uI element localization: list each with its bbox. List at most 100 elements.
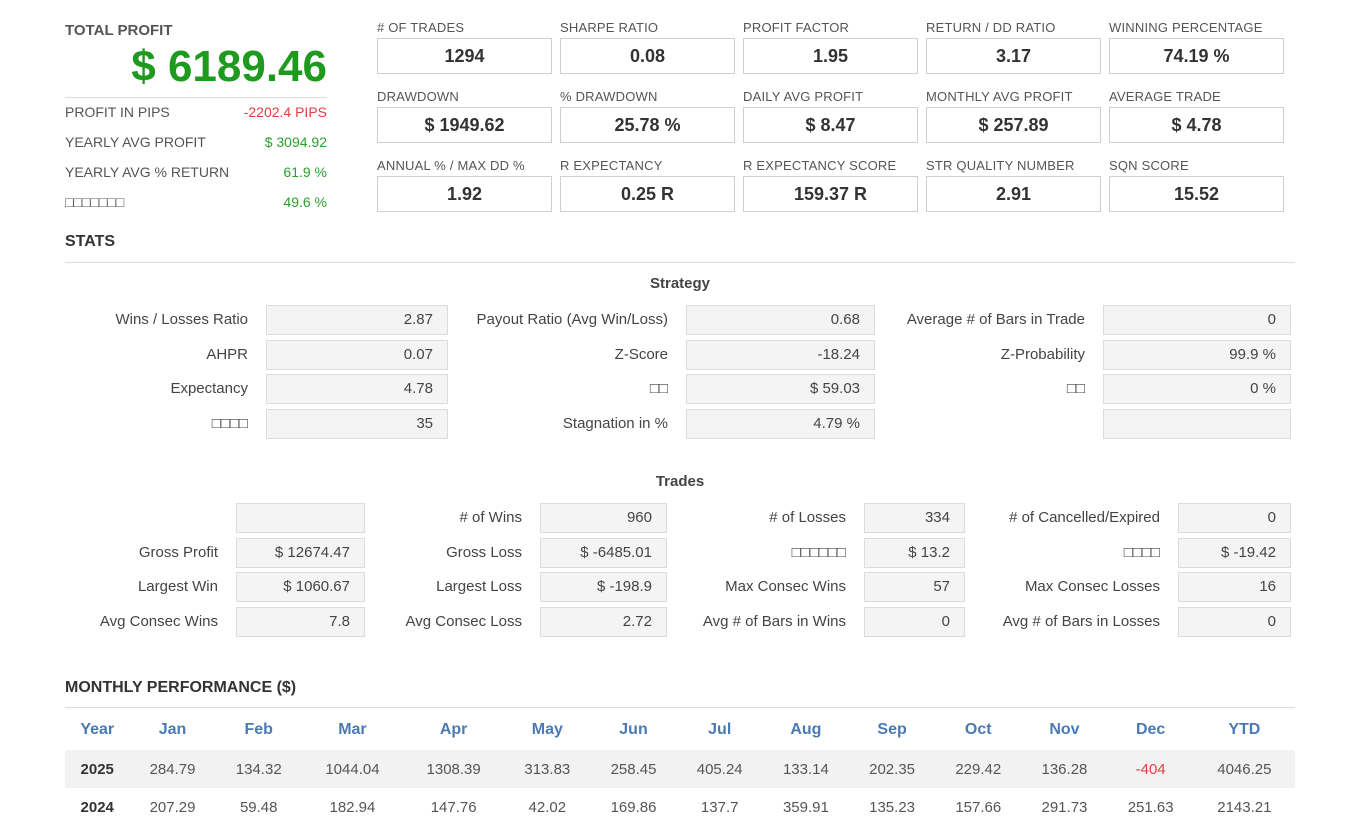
metric-value: $ 257.89 [926, 107, 1101, 143]
trades-label: Avg # of Bars in Wins [702, 612, 846, 630]
summary-row-label: YEARLY AVG PROFIT [65, 134, 206, 150]
monthly-value: 313.83 [504, 750, 591, 788]
summary-row-value: $ 3094.92 [264, 134, 327, 150]
trades-value: 0 [864, 606, 965, 637]
strategy-value: 4.78 [266, 374, 448, 404]
trades-value: 960 [540, 503, 667, 533]
trades-label: Avg Consec Loss [405, 612, 522, 630]
trades-value: $ -6485.01 [540, 537, 667, 568]
metric-label: % DRAWDOWN [560, 89, 658, 104]
strategy-label: Z-Score [614, 345, 668, 363]
stats-title: STATS [65, 233, 116, 250]
strategy-value [1103, 408, 1291, 439]
monthly-value: 182.94 [329, 798, 376, 816]
trades-value: $ 13.2 [864, 537, 965, 568]
monthly-value: 291.73 [1041, 798, 1088, 816]
trades-label: Gross Profit [138, 543, 218, 561]
summary-row-value: 61.9 % [283, 164, 327, 180]
strategy-label [855, 409, 1085, 439]
monthly-value: 157.66 [955, 798, 1002, 816]
monthly-value: 59.48 [239, 798, 278, 816]
strategy-label: Average # of Bars in Trade [906, 311, 1085, 328]
metric-value: 25.78 % [560, 107, 735, 143]
strategy-value: 2.87 [266, 305, 448, 335]
metric-value: 3.17 [926, 38, 1101, 74]
metric-label: # OF TRADES [377, 20, 465, 35]
monthly-value: 359.91 [782, 798, 829, 816]
monthly-value: 137.7 [700, 798, 739, 816]
metric-value: $ 1949.62 [377, 107, 552, 143]
monthly-header: Sep [877, 721, 907, 738]
monthly-value: 42.02 [528, 798, 567, 816]
metric-value: 2.91 [926, 176, 1101, 212]
trades-label [18, 503, 218, 533]
summary-row-label: PROFIT IN PIPS [65, 104, 170, 120]
metric-value: 74.19 % [1109, 38, 1284, 74]
trades-label: Max Consec Wins [725, 578, 846, 595]
total-profit-value: $ 6189.46 [131, 42, 327, 91]
monthly-value: 4046.25 [1193, 750, 1295, 788]
strategy-label: Z-Probability [1000, 345, 1085, 363]
trades-label: Gross Loss [446, 543, 522, 561]
trades-label: # of Losses [769, 509, 846, 526]
trades-label: Avg Consec Wins [99, 612, 218, 630]
monthly-value: 2143.21 [1217, 798, 1272, 816]
monthly-value: 135.23 [869, 798, 916, 816]
metric-label: ANNUAL % / MAX DD % [377, 158, 525, 173]
metric-value: $ 8.47 [743, 107, 918, 143]
monthly-value: 136.28 [1021, 750, 1108, 788]
metric-label: MONTHLY AVG PROFIT [926, 89, 1073, 104]
strategy-value: 0.07 [266, 339, 448, 370]
metric-label: DRAWDOWN [377, 89, 459, 104]
monthly-value: 229.42 [935, 750, 1022, 788]
monthly-value: 133.14 [762, 750, 849, 788]
strategy-label: □□ [649, 380, 668, 397]
strategy-label: Wins / Losses Ratio [115, 311, 248, 328]
monthly-header: Feb [244, 721, 273, 738]
strategy-value: 99.9 % [1103, 339, 1291, 370]
strategy-value: -18.24 [686, 339, 875, 370]
monthly-value: 147.76 [430, 798, 477, 816]
trades-title: Trades [655, 473, 705, 490]
trades-value: $ 1060.67 [236, 572, 365, 602]
metric-value: 0.08 [560, 38, 735, 74]
trades-label: □□□□□□ [791, 543, 846, 561]
monthly-header: Mar [338, 721, 367, 738]
metric-value: $ 4.78 [1109, 107, 1284, 143]
trades-value: 7.8 [236, 606, 365, 637]
monthly-title: MONTHLY PERFORMANCE ($) [65, 679, 297, 696]
strategy-label: Payout Ratio (Avg Win/Loss) [476, 311, 668, 328]
monthly-header: Dec [1135, 721, 1166, 738]
trades-label: □□□□ [1123, 543, 1160, 561]
metric-label: R EXPECTANCY [560, 158, 663, 173]
trades-value: 16 [1178, 572, 1291, 602]
trades-label: Avg # of Bars in Losses [1002, 612, 1160, 630]
monthly-header: Jul [708, 721, 732, 738]
trades-label: Largest Loss [436, 578, 522, 595]
strategy-label: □□□□ [211, 414, 248, 432]
trades-value: $ -198.9 [540, 572, 667, 602]
trades-label: Largest Win [137, 578, 218, 595]
metric-label: R EXPECTANCY SCORE [743, 158, 897, 173]
monthly-value: -404 [1107, 750, 1194, 788]
summary-row-label: YEARLY AVG % RETURN [65, 164, 230, 180]
monthly-value: 284.79 [129, 750, 216, 788]
strategy-value: 4.79 % [686, 408, 875, 439]
strategy-title: Strategy [649, 275, 711, 292]
metric-value: 159.37 R [743, 176, 918, 212]
monthly-value: 202.35 [848, 750, 936, 788]
monthly-header: May [531, 721, 563, 738]
metric-label: RETURN / DD RATIO [926, 20, 1056, 35]
trades-value: 2.72 [540, 606, 667, 637]
metric-value: 1294 [377, 38, 552, 74]
monthly-value: 251.63 [1127, 798, 1174, 816]
strategy-value: 0.68 [686, 305, 875, 335]
trades-value: $ -19.42 [1178, 537, 1291, 568]
monthly-value: 1308.39 [403, 750, 505, 788]
metric-label: AVERAGE TRADE [1109, 89, 1221, 104]
monthly-table: Year Jan Feb Mar Apr May Jun Jul Aug Sep Oct Nov Dec… [65, 710, 1295, 826]
strategy-label: □□ [1066, 380, 1085, 397]
trades-label: # of Cancelled/Expired [1009, 509, 1160, 526]
summary-row-value: -2202.4 PIPS [243, 104, 327, 120]
monthly-header: Apr [439, 721, 468, 738]
